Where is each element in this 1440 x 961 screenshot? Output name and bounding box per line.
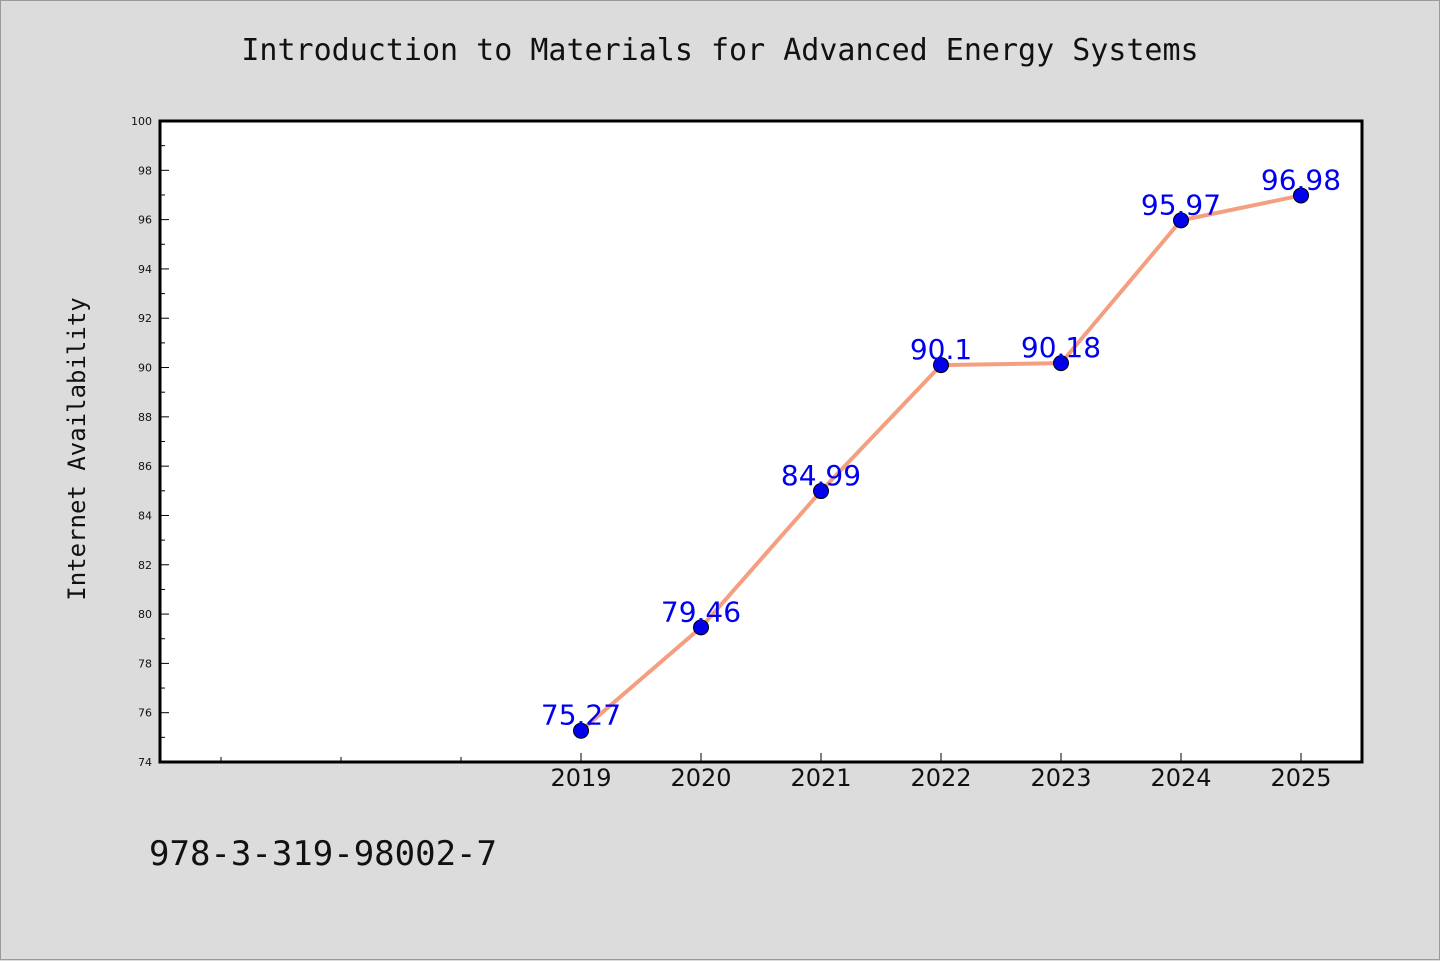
data-label: 90.1: [910, 333, 972, 366]
series-layer: 75.27 79.46 84.99 90.1 90.18 95.97 96.98: [541, 163, 1341, 739]
y-axis: 74 76 78 80 82 84 86 88 90 92 94 96 98 100: [131, 115, 169, 769]
x-tick-label: 2020: [670, 764, 731, 792]
x-tick-label: 2024: [1150, 764, 1211, 792]
y-tick-label: 100: [131, 115, 152, 128]
data-label: 96.98: [1261, 163, 1341, 196]
y-tick-label: 80: [138, 608, 152, 621]
y-tick-label: 74: [138, 756, 152, 769]
x-tick-label: 2025: [1270, 764, 1331, 792]
data-point: [573, 722, 589, 739]
data-point: [693, 619, 709, 636]
data-label: 90.18: [1021, 331, 1101, 364]
y-tick-label: 90: [138, 362, 152, 375]
data-point: [1053, 355, 1069, 372]
y-tick-label: 86: [138, 460, 152, 473]
data-point: [933, 357, 949, 374]
y-tick-label: 94: [138, 263, 152, 276]
y-tick-label: 96: [138, 214, 152, 227]
x-tick-label: 2019: [550, 764, 611, 792]
x-tick-label: 2022: [910, 764, 971, 792]
chart-title: Introduction to Materials for Advanced E…: [241, 33, 1199, 68]
data-point: [1173, 212, 1189, 229]
data-label: 75.27: [541, 699, 621, 732]
y-tick-label: 88: [138, 411, 152, 424]
data-label: 84.99: [781, 459, 861, 492]
x-tick-label: 2021: [790, 764, 851, 792]
y-tick-label: 84: [138, 509, 152, 522]
data-point: [813, 483, 829, 500]
data-label: 95.97: [1141, 188, 1221, 221]
y-tick-label: 82: [138, 559, 152, 572]
isbn-text: 978-3-319-98002-7: [149, 834, 497, 874]
y-tick-label: 98: [138, 164, 152, 177]
x-axis: 2019 2020 2021 2022 2023 2024 2025: [220, 753, 1332, 792]
y-tick-label: 78: [138, 657, 152, 670]
plot-area: [158, 119, 1364, 764]
data-label: 79.46: [661, 595, 741, 628]
x-tick-label: 2023: [1030, 764, 1091, 792]
y-tick-label: 92: [138, 312, 152, 325]
y-tick-label: 76: [138, 707, 152, 720]
data-point: [1293, 187, 1309, 204]
